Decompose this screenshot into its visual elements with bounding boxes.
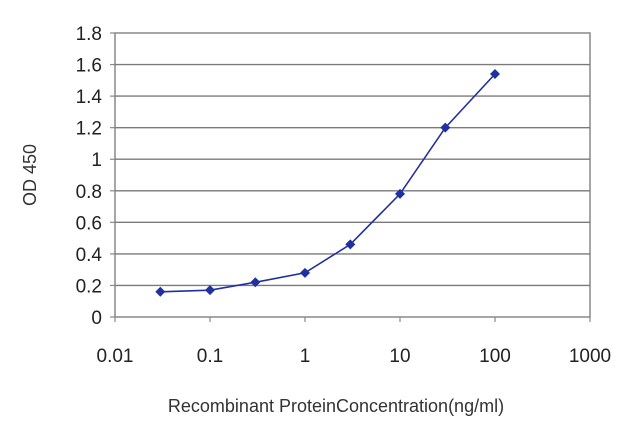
data-point	[300, 267, 310, 278]
data-point	[205, 285, 215, 296]
x-axis-title: Recombinant ProteinConcentration(ng/ml)	[168, 396, 504, 416]
series-line	[160, 73, 496, 293]
data-point	[395, 188, 405, 199]
x-tick-label: 10	[389, 346, 410, 367]
y-tick-label: 0.8	[76, 182, 102, 203]
x-axis-ticks: 0.01 0.1 1 10 100 1000	[97, 317, 611, 367]
series-points	[155, 69, 500, 297]
y-tick-label: 1.4	[76, 87, 103, 108]
y-tick-label: 1.6	[76, 56, 102, 77]
data-point	[250, 277, 261, 288]
plot-area	[114, 32, 591, 318]
y-tick-label: 0.6	[76, 213, 102, 234]
y-tick-label: 0	[91, 308, 102, 329]
y-axis-ticks: 0 0.2 0.4 0.6 0.8 1 1.2 1.4 1.6 1.8	[76, 24, 115, 329]
y-tick-label: 1.8	[76, 24, 102, 45]
y-tick-label: 0.4	[76, 245, 103, 266]
data-point	[490, 69, 500, 80]
x-tick-label: 1	[300, 346, 311, 367]
y-tick-label: 1.2	[76, 119, 102, 140]
y-axis-title: OD 450	[20, 144, 40, 206]
x-tick-label: 1000	[569, 346, 611, 367]
x-tick-label: 0.1	[197, 346, 223, 367]
data-point	[440, 122, 451, 133]
y-tick-label: 1	[91, 150, 102, 171]
y-tick-label: 0.2	[76, 276, 102, 297]
x-tick-label: 100	[479, 346, 511, 367]
gridlines	[115, 63, 590, 287]
x-tick-label: 0.01	[97, 346, 134, 367]
data-point	[155, 286, 166, 297]
data-point	[345, 239, 356, 250]
